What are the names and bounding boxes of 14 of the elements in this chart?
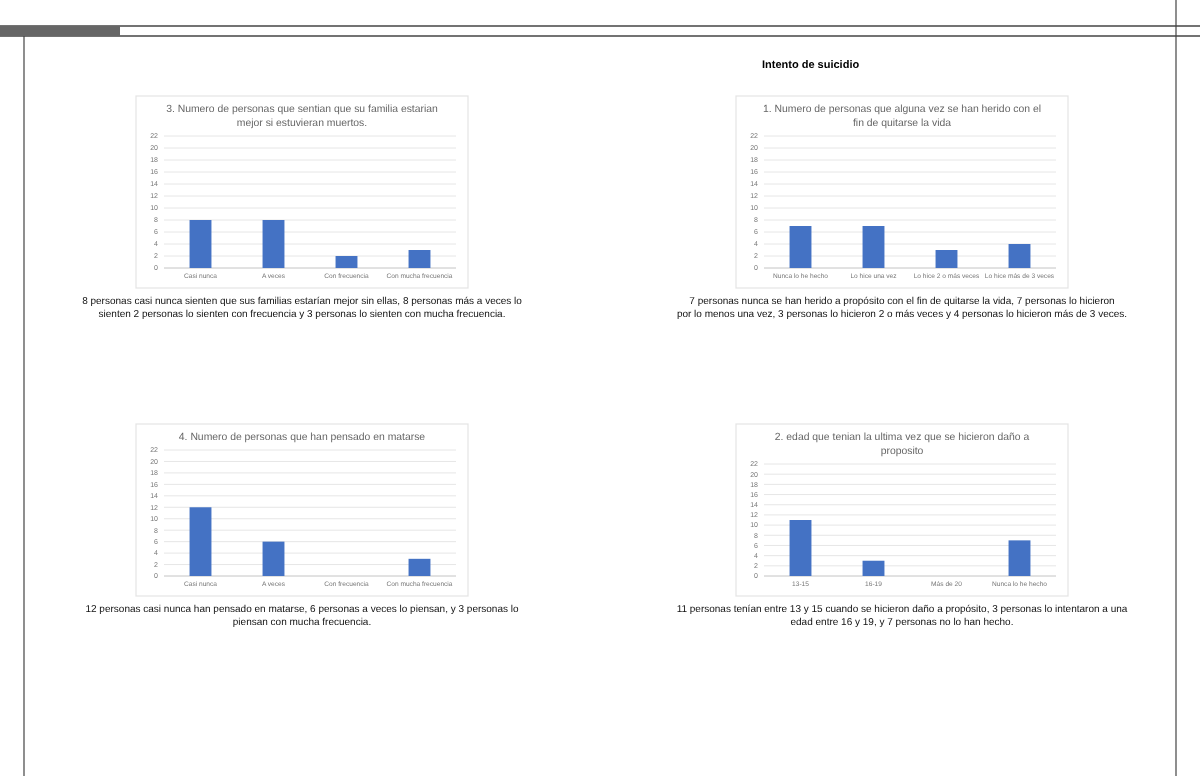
bar [862, 226, 885, 268]
bar [262, 541, 285, 576]
bar [935, 250, 958, 268]
bar [408, 558, 431, 576]
bar [262, 220, 285, 268]
bar [862, 560, 885, 576]
bar [408, 250, 431, 268]
bar [789, 226, 812, 268]
bar [1008, 540, 1031, 576]
bar [189, 507, 212, 576]
bar [335, 256, 358, 268]
bar [789, 520, 812, 576]
bar [1008, 244, 1031, 268]
bar [189, 220, 212, 268]
